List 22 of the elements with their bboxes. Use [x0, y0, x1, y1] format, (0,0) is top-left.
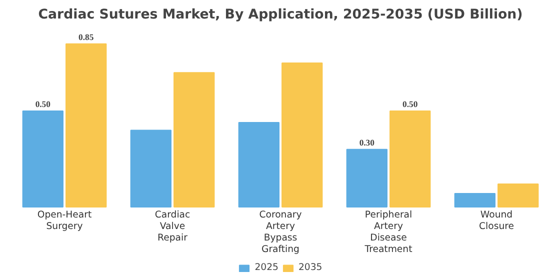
data-label: 0.50 [402, 99, 418, 109]
x-tick-label: Coronary Artery Bypass Grafting [259, 209, 302, 256]
x-tick-label: Wound Closure [479, 209, 514, 232]
x-tick-label: Cardiac Valve Repair [154, 209, 190, 244]
bar [390, 110, 431, 208]
bar [22, 110, 64, 208]
bar [66, 43, 107, 208]
legend-label: 2035 [298, 262, 322, 273]
x-tick-label: Open-Heart Surgery [37, 209, 92, 232]
bar [454, 193, 496, 208]
bar [130, 130, 172, 208]
bar [498, 183, 539, 208]
bar [346, 148, 388, 208]
bar [238, 122, 280, 208]
data-label: 0.85 [78, 32, 94, 42]
bar [282, 62, 323, 208]
data-label: 0.30 [359, 137, 374, 148]
data-label: 0.50 [35, 99, 50, 109]
bar [174, 72, 215, 208]
chart-title: Cardiac Sutures Market, By Application, 2025-2035 (USD Billion) [38, 8, 523, 22]
legend-label: 2025 [254, 262, 278, 273]
x-tick-label: Peripheral Artery Disease Treatment [364, 209, 413, 256]
